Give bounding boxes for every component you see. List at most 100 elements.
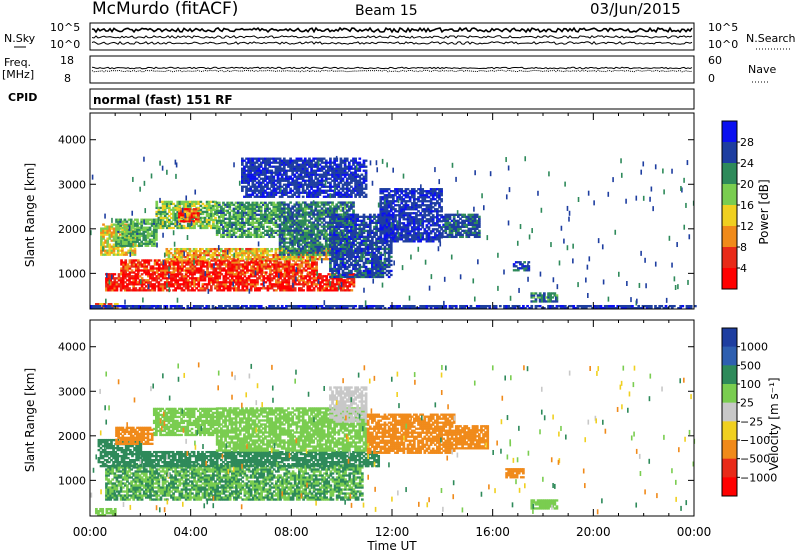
data-cell: [408, 224, 412, 227]
data-cell: [140, 273, 144, 276]
data-cell: [215, 203, 219, 206]
data-cell: [255, 203, 259, 206]
data-cell: [333, 243, 336, 247]
data-cell: [299, 239, 303, 242]
data-cell: [180, 277, 184, 280]
data-cell: [199, 258, 202, 261]
data-cell: [161, 289, 165, 292]
data-cell: [170, 222, 173, 226]
data-cell: [377, 237, 381, 241]
data-cell: [222, 255, 225, 259]
data-cell: [155, 232, 158, 235]
data-cell: [324, 211, 328, 214]
data-cell: [212, 206, 215, 210]
data-cell: [134, 244, 137, 247]
data-cell: [226, 235, 230, 239]
data-cell: [343, 271, 347, 275]
data-cell: [180, 210, 183, 213]
data-cell: [163, 200, 167, 204]
data-cell: [345, 241, 349, 245]
data-cell: [343, 249, 347, 252]
data-cell: [234, 227, 238, 230]
data-cell: [312, 253, 316, 256]
data-cell: [259, 205, 263, 208]
data-cell: [366, 275, 370, 279]
data-cell: [289, 235, 292, 238]
data-cell: [220, 283, 224, 286]
data-cell: [174, 214, 178, 218]
data-cell: [193, 202, 196, 206]
data-cell: [184, 200, 188, 204]
data-cell: [251, 258, 255, 261]
data-cell: [303, 211, 307, 214]
data-cell: [377, 257, 381, 261]
data-cell: [312, 225, 316, 228]
data-cell: [220, 253, 223, 257]
data-cell: [379, 210, 383, 213]
data-cell: [293, 283, 297, 286]
data-cell: [289, 217, 292, 220]
data-cell: [373, 231, 376, 235]
data-cell: [115, 240, 118, 243]
data-cell: [110, 249, 114, 252]
data-cell: [191, 281, 194, 284]
data-cell: [121, 279, 125, 282]
data-cell: [279, 263, 283, 266]
data-cell: [277, 277, 280, 280]
data-cell: [281, 287, 284, 290]
data-cell: [280, 209, 284, 212]
data-cell: [225, 269, 228, 272]
data-cell: [123, 285, 127, 288]
data-cell: [197, 206, 201, 210]
data-cell: [329, 209, 332, 212]
data-cell: [199, 265, 203, 268]
data-cell: [278, 215, 282, 218]
data-cell: [197, 283, 201, 286]
data-cell: [144, 238, 148, 241]
data-cell: [282, 258, 286, 261]
data-cell: [348, 273, 352, 276]
data-cell: [176, 261, 180, 264]
data-cell: [304, 275, 308, 278]
data-cell: [182, 285, 186, 288]
data-cell: [253, 217, 257, 220]
data-cell: [320, 211, 324, 214]
data-cell: [238, 203, 242, 206]
data-cell: [371, 251, 374, 255]
data-cell: [396, 210, 399, 213]
data-cell: [337, 207, 341, 210]
data-cell: [339, 215, 343, 218]
data-cell: [164, 267, 167, 270]
data-cell: [387, 222, 391, 225]
data-cell: [249, 289, 253, 292]
data-cell: [165, 281, 169, 284]
data-cell: [214, 277, 217, 280]
data-cell: [266, 249, 269, 253]
data-cell: [289, 258, 292, 261]
data-cell: [142, 230, 146, 233]
data-cell: [362, 225, 366, 228]
data-cell: [238, 258, 242, 261]
data-cell: [217, 227, 221, 230]
data-cell: [417, 220, 420, 223]
data-cell: [278, 223, 282, 226]
data-cell: [350, 275, 353, 279]
data-cell: [116, 249, 120, 252]
data-cell: [134, 279, 138, 282]
data-cell: [356, 251, 360, 255]
data-cell: [214, 216, 217, 220]
data-cell: [368, 215, 372, 218]
data-cell: [385, 206, 389, 209]
data-cell: [301, 211, 305, 214]
data-cell: [350, 271, 353, 275]
data-cell: [318, 255, 322, 259]
data-cell: [203, 210, 207, 214]
data-cell: [261, 215, 265, 218]
data-cell: [222, 201, 225, 204]
data-cell: [209, 275, 213, 278]
data-cell: [100, 249, 103, 252]
data-cell: [268, 253, 271, 257]
data-cell: [191, 208, 194, 212]
data-cell: [144, 220, 148, 223]
data-cell: [109, 283, 112, 286]
